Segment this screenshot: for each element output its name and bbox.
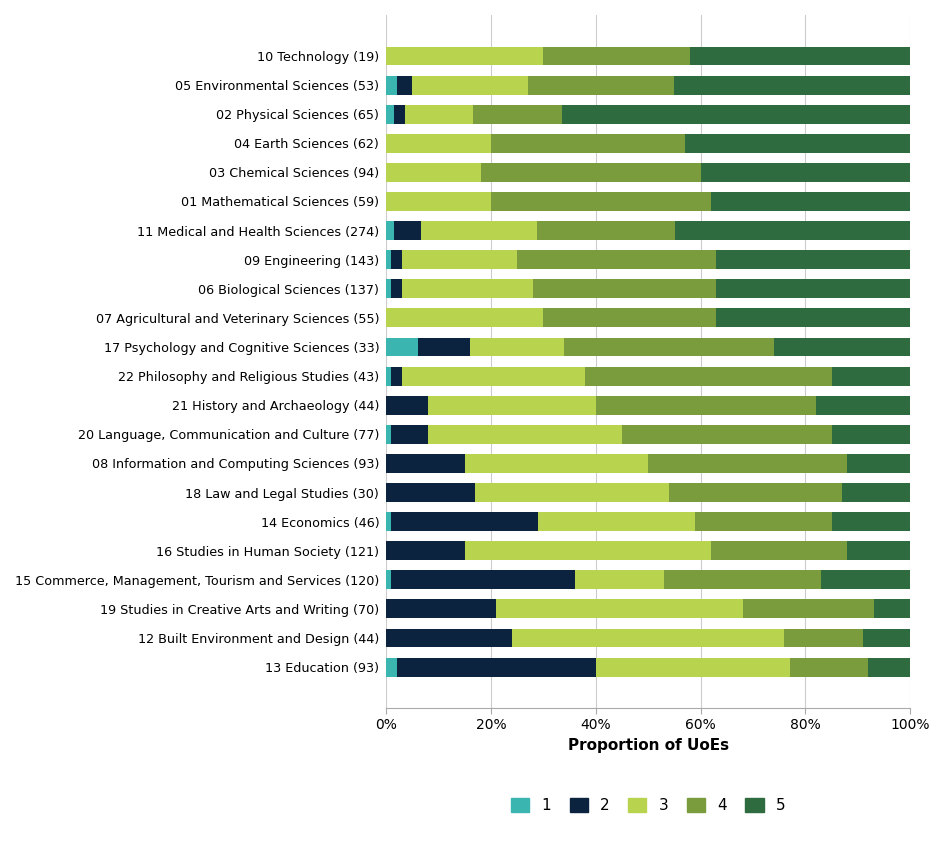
- Bar: [391, 280, 401, 298]
- Bar: [464, 541, 710, 560]
- Bar: [561, 105, 909, 124]
- Bar: [527, 75, 674, 94]
- Bar: [464, 454, 648, 473]
- Bar: [784, 629, 862, 648]
- Bar: [386, 338, 417, 357]
- Bar: [386, 75, 396, 94]
- Bar: [401, 250, 516, 269]
- Bar: [386, 163, 480, 182]
- Bar: [420, 221, 536, 240]
- Bar: [428, 425, 621, 443]
- Bar: [700, 163, 909, 182]
- Bar: [391, 571, 574, 589]
- Bar: [742, 599, 872, 618]
- Bar: [648, 454, 847, 473]
- Bar: [584, 366, 831, 385]
- Bar: [391, 366, 401, 385]
- Bar: [773, 338, 909, 357]
- Bar: [386, 571, 391, 589]
- Bar: [674, 221, 909, 240]
- Bar: [412, 75, 527, 94]
- Bar: [847, 541, 909, 560]
- Bar: [386, 512, 391, 531]
- Bar: [491, 134, 684, 152]
- Bar: [386, 192, 491, 211]
- Bar: [396, 657, 595, 676]
- Bar: [394, 105, 404, 124]
- Bar: [872, 599, 909, 618]
- Bar: [841, 483, 909, 502]
- Bar: [621, 425, 831, 443]
- Bar: [475, 483, 668, 502]
- Bar: [391, 250, 401, 269]
- Bar: [564, 338, 773, 357]
- Bar: [664, 571, 820, 589]
- Bar: [386, 599, 496, 618]
- Bar: [689, 47, 909, 66]
- Bar: [386, 366, 391, 385]
- Bar: [831, 366, 909, 385]
- Bar: [386, 483, 475, 502]
- Legend: 1, 2, 3, 4, 5: 1, 2, 3, 4, 5: [504, 792, 791, 819]
- Bar: [401, 366, 584, 385]
- Bar: [386, 425, 391, 443]
- Bar: [862, 629, 909, 648]
- Bar: [512, 629, 784, 648]
- Bar: [574, 571, 664, 589]
- Bar: [386, 47, 543, 66]
- Bar: [716, 308, 909, 327]
- Bar: [469, 338, 564, 357]
- Bar: [480, 163, 700, 182]
- Bar: [396, 75, 412, 94]
- Bar: [820, 571, 909, 589]
- Bar: [417, 338, 469, 357]
- Bar: [472, 105, 561, 124]
- Bar: [391, 512, 537, 531]
- Bar: [847, 454, 909, 473]
- Bar: [386, 629, 512, 648]
- Bar: [386, 134, 491, 152]
- Bar: [789, 657, 868, 676]
- Bar: [386, 221, 394, 240]
- Bar: [868, 657, 909, 676]
- Bar: [710, 192, 909, 211]
- Bar: [695, 512, 831, 531]
- Bar: [386, 105, 394, 124]
- Bar: [496, 599, 742, 618]
- Bar: [716, 250, 909, 269]
- Bar: [543, 47, 689, 66]
- Bar: [815, 396, 909, 415]
- Bar: [595, 657, 789, 676]
- X-axis label: Proportion of UoEs: Proportion of UoEs: [567, 738, 728, 753]
- Bar: [394, 221, 420, 240]
- Bar: [684, 134, 909, 152]
- Bar: [710, 541, 847, 560]
- Bar: [391, 425, 428, 443]
- Bar: [491, 192, 710, 211]
- Bar: [386, 657, 396, 676]
- Bar: [674, 75, 909, 94]
- Bar: [516, 250, 716, 269]
- Bar: [537, 512, 695, 531]
- Bar: [536, 221, 674, 240]
- Bar: [386, 308, 543, 327]
- Bar: [404, 105, 472, 124]
- Bar: [668, 483, 841, 502]
- Bar: [386, 280, 391, 298]
- Bar: [428, 396, 595, 415]
- Bar: [543, 308, 716, 327]
- Bar: [716, 280, 909, 298]
- Bar: [831, 512, 909, 531]
- Bar: [595, 396, 815, 415]
- Bar: [386, 454, 464, 473]
- Bar: [386, 541, 464, 560]
- Bar: [831, 425, 909, 443]
- Bar: [386, 396, 428, 415]
- Bar: [386, 250, 391, 269]
- Bar: [401, 280, 532, 298]
- Bar: [532, 280, 716, 298]
